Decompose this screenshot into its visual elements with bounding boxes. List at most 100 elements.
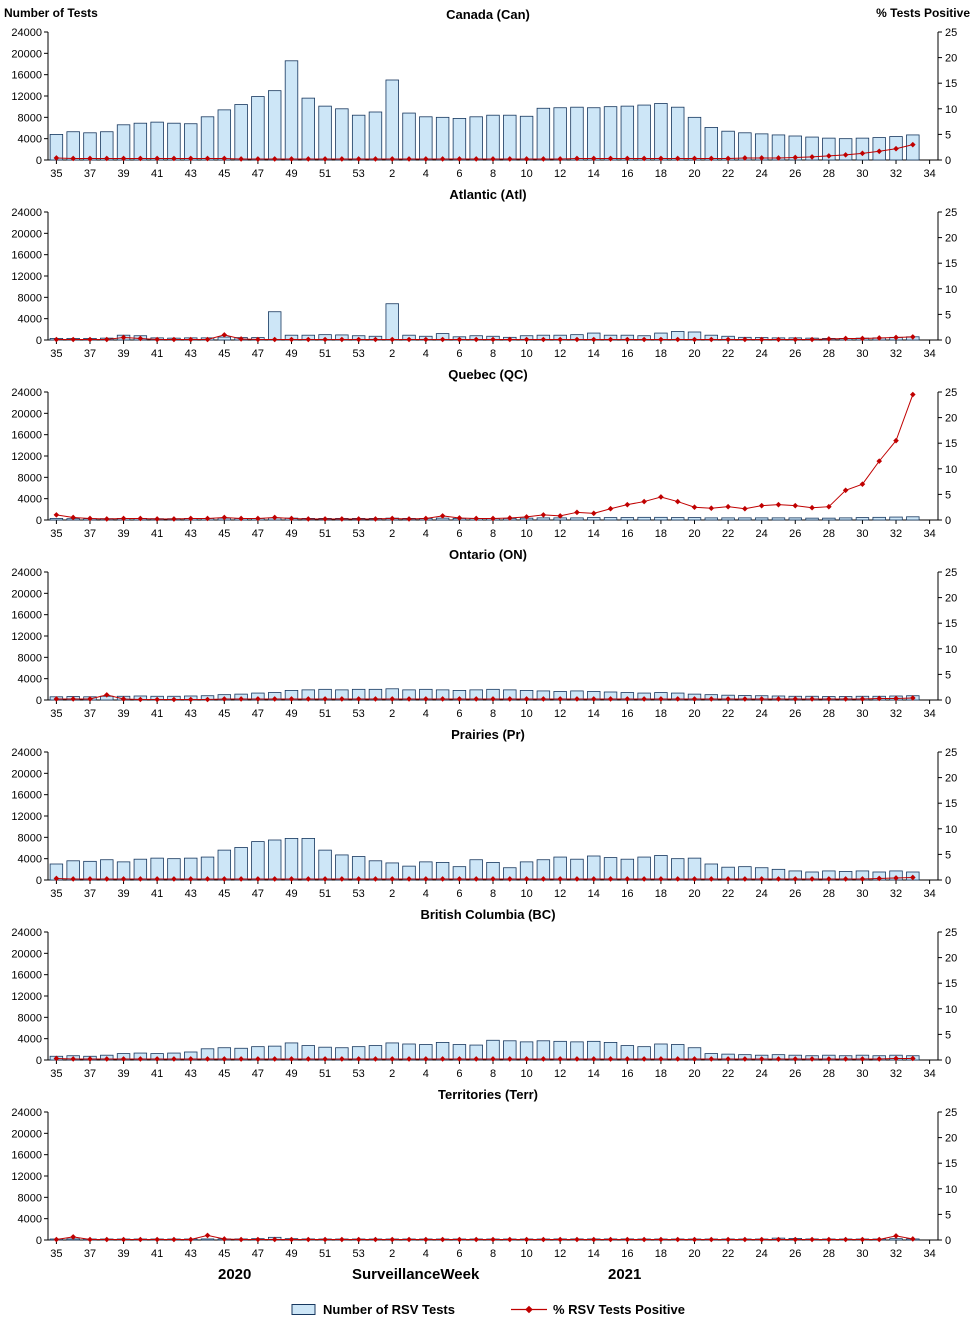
svg-text:0: 0	[36, 1235, 42, 1247]
svg-text:14: 14	[588, 348, 600, 360]
svg-text:53: 53	[353, 1068, 365, 1080]
svg-text:53: 53	[353, 708, 365, 720]
svg-text:0: 0	[945, 695, 951, 707]
svg-text:10: 10	[520, 1248, 532, 1260]
svg-text:26: 26	[789, 1068, 801, 1080]
svg-text:6: 6	[456, 888, 462, 900]
svg-text:2: 2	[389, 708, 395, 720]
svg-text:12000: 12000	[11, 811, 42, 823]
svg-text:2: 2	[389, 348, 395, 360]
svg-text:34: 34	[923, 1248, 935, 1260]
svg-text:6: 6	[456, 528, 462, 540]
svg-text:18: 18	[655, 708, 667, 720]
svg-text:2: 2	[389, 1068, 395, 1080]
svg-text:0: 0	[36, 515, 42, 527]
svg-text:25: 25	[945, 207, 957, 219]
svg-text:8: 8	[490, 708, 496, 720]
svg-text:20: 20	[688, 888, 700, 900]
svg-text:41: 41	[151, 528, 163, 540]
svg-text:24: 24	[756, 528, 768, 540]
svg-text:49: 49	[285, 348, 297, 360]
svg-text:16000: 16000	[11, 610, 42, 622]
panel-title-prairies: Prairies (Pr)	[451, 727, 525, 742]
svg-text:5: 5	[945, 309, 951, 321]
svg-text:4000: 4000	[18, 134, 42, 146]
svg-text:25: 25	[945, 387, 957, 399]
svg-text:16000: 16000	[11, 70, 42, 82]
svg-text:32: 32	[890, 528, 902, 540]
territories-chart: 0400080001200016000200002400005101520253…	[11, 1107, 957, 1260]
svg-text:18: 18	[655, 528, 667, 540]
svg-text:0: 0	[36, 335, 42, 347]
svg-text:8000: 8000	[18, 112, 42, 124]
svg-text:39: 39	[117, 888, 129, 900]
svg-text:45: 45	[218, 1068, 230, 1080]
chart-legend: Number of RSV Tests % RSV Tests Positive	[0, 1292, 976, 1326]
panel-head-territories: Territories (Terr)	[0, 1084, 976, 1106]
panel-title-atlantic: Atlantic (Atl)	[449, 187, 527, 202]
svg-text:53: 53	[353, 528, 365, 540]
svg-text:14: 14	[588, 528, 600, 540]
svg-text:41: 41	[151, 348, 163, 360]
svg-text:14: 14	[588, 1068, 600, 1080]
svg-text:25: 25	[945, 927, 957, 939]
svg-text:14: 14	[588, 1248, 600, 1260]
svg-text:8: 8	[490, 348, 496, 360]
svg-text:4000: 4000	[18, 674, 42, 686]
left-axis-title: Number of Tests	[4, 6, 98, 20]
svg-text:41: 41	[151, 1068, 163, 1080]
svg-text:14: 14	[588, 168, 600, 180]
svg-text:24: 24	[756, 888, 768, 900]
svg-text:43: 43	[185, 708, 197, 720]
svg-text:34: 34	[923, 708, 935, 720]
svg-text:51: 51	[319, 528, 331, 540]
svg-text:28: 28	[823, 708, 835, 720]
svg-text:20000: 20000	[11, 768, 42, 780]
svg-text:37: 37	[84, 1248, 96, 1260]
svg-text:20: 20	[945, 413, 957, 425]
svg-text:10: 10	[945, 1184, 957, 1196]
svg-text:35: 35	[50, 888, 62, 900]
svg-text:32: 32	[890, 168, 902, 180]
svg-text:22: 22	[722, 168, 734, 180]
svg-text:25: 25	[945, 747, 957, 759]
svg-text:30: 30	[856, 1248, 868, 1260]
svg-text:18: 18	[655, 348, 667, 360]
svg-text:15: 15	[945, 978, 957, 990]
svg-text:20000: 20000	[11, 408, 42, 420]
svg-text:12: 12	[554, 888, 566, 900]
svg-text:28: 28	[823, 1248, 835, 1260]
svg-text:24: 24	[756, 348, 768, 360]
svg-text:34: 34	[923, 1068, 935, 1080]
svg-text:8000: 8000	[18, 292, 42, 304]
line-diamond-swatch-icon	[510, 1305, 547, 1313]
svg-text:24000: 24000	[11, 747, 42, 759]
svg-text:22: 22	[722, 1068, 734, 1080]
svg-text:20000: 20000	[11, 48, 42, 60]
svg-text:0: 0	[945, 335, 951, 347]
panel-head-canada: Number of Tests Canada (Can) % Tests Pos…	[0, 4, 976, 26]
svg-text:0: 0	[945, 515, 951, 527]
svg-text:8: 8	[490, 1068, 496, 1080]
svg-text:35: 35	[50, 1068, 62, 1080]
svg-text:4: 4	[423, 888, 429, 900]
svg-text:28: 28	[823, 348, 835, 360]
svg-text:6: 6	[456, 1248, 462, 1260]
panel-british-columbia: British Columbia (BC) 0 4000 8000 12000 1600…	[0, 904, 976, 1084]
svg-text:30: 30	[856, 168, 868, 180]
svg-text:26: 26	[789, 528, 801, 540]
svg-text:51: 51	[319, 708, 331, 720]
svg-text:0: 0	[945, 1235, 951, 1247]
svg-text:6: 6	[456, 1068, 462, 1080]
svg-text:45: 45	[218, 348, 230, 360]
svg-text:22: 22	[722, 708, 734, 720]
svg-text:47: 47	[252, 168, 264, 180]
svg-text:39: 39	[117, 348, 129, 360]
svg-text:16: 16	[621, 168, 633, 180]
svg-text:24000: 24000	[11, 1107, 42, 1119]
svg-text:8000: 8000	[18, 472, 42, 484]
svg-text:14: 14	[588, 888, 600, 900]
svg-text:10: 10	[520, 888, 532, 900]
svg-text:15: 15	[945, 798, 957, 810]
